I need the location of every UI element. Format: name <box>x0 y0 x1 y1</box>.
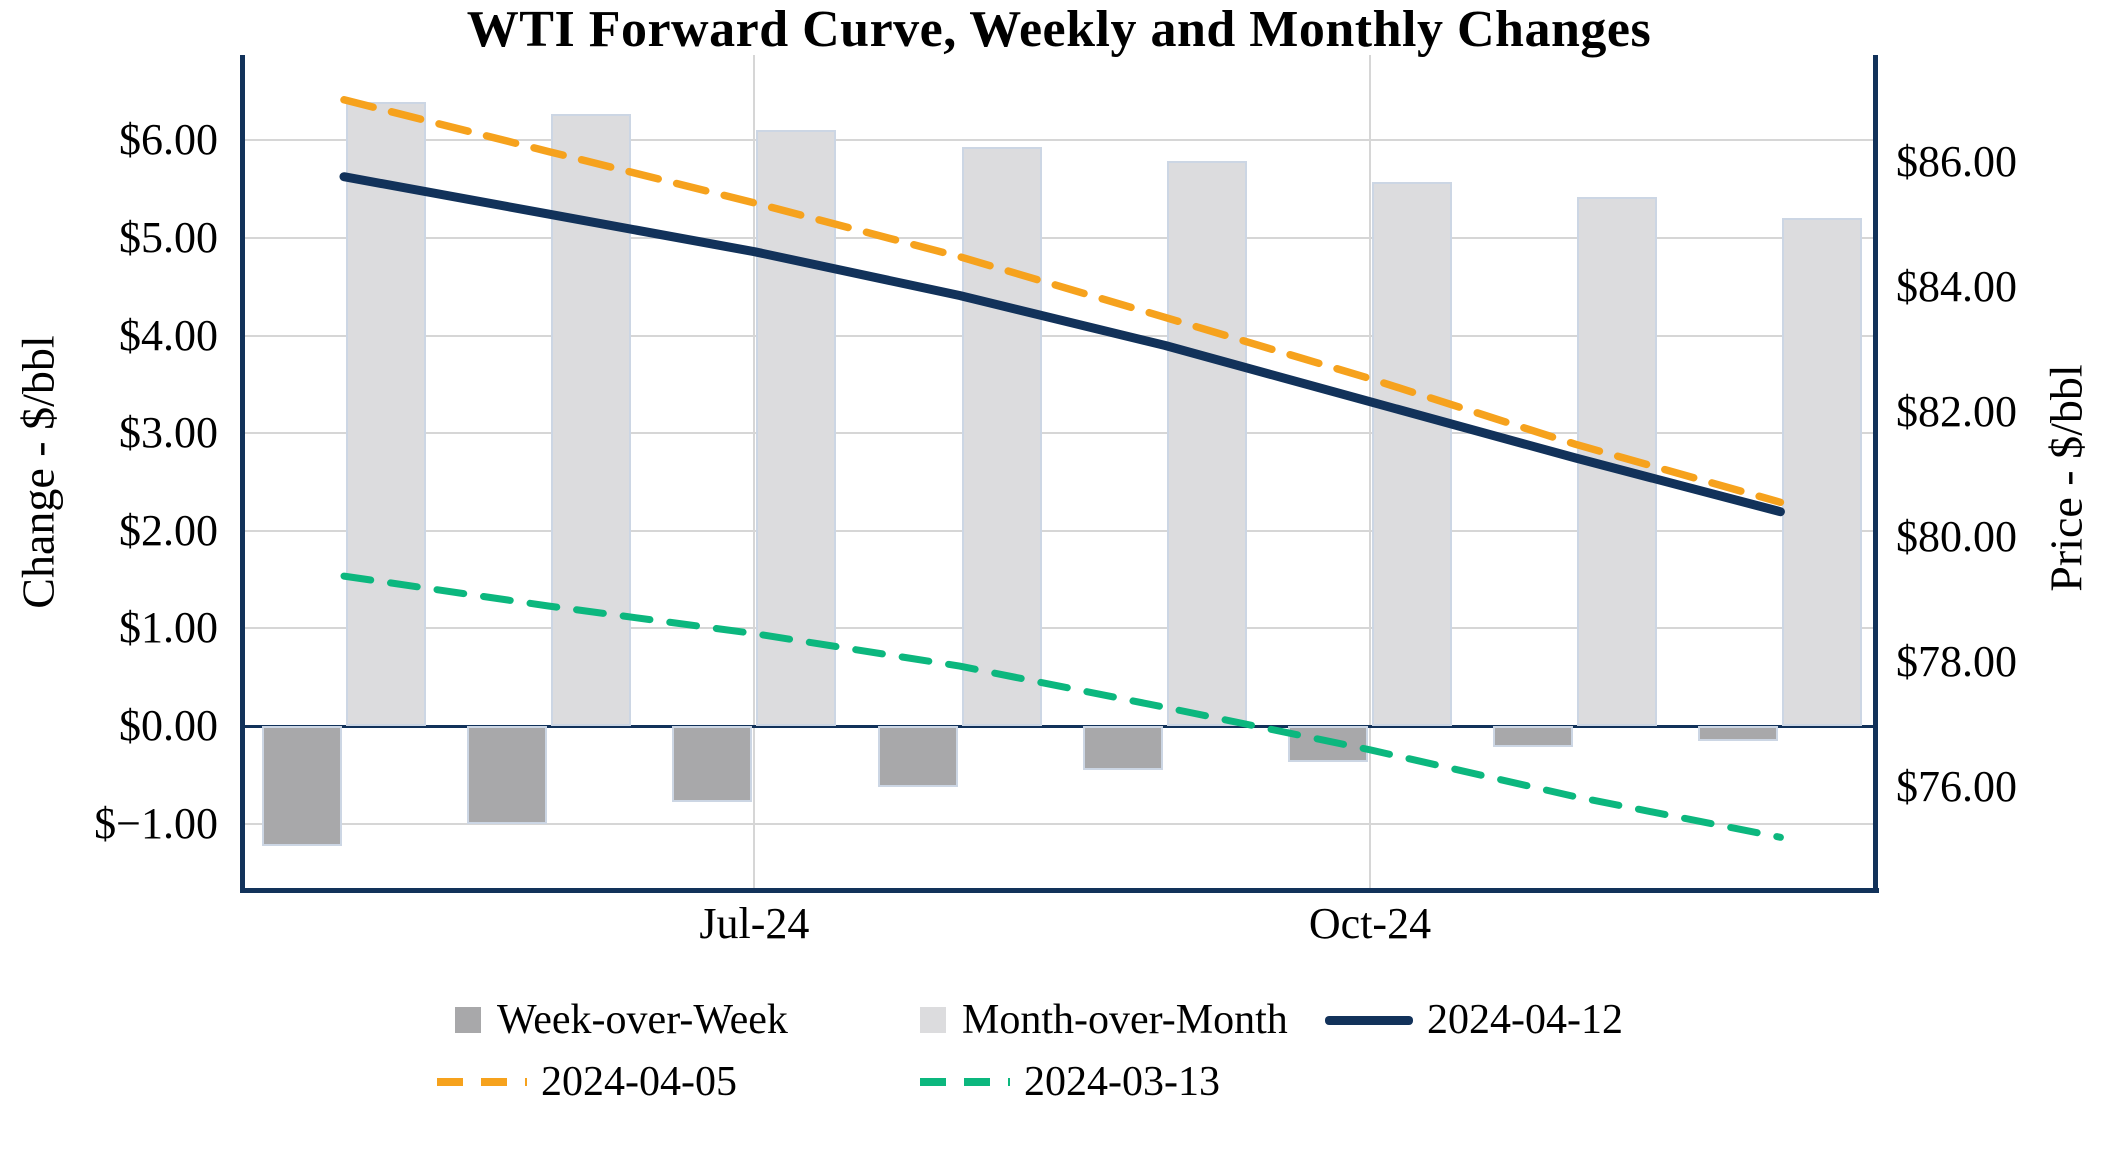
bar-month-over-month <box>961 147 1042 726</box>
line-2024-04-12 <box>339 172 1785 517</box>
orange-dashed-line-swatch-icon <box>437 1078 527 1086</box>
bar-month-over-month <box>1166 160 1247 726</box>
horizontal-gridline <box>242 822 1876 825</box>
right-axis-tick-label: $84.00 <box>1896 261 2017 311</box>
horizontal-gridline <box>242 627 1876 630</box>
bottom-axis-line <box>240 888 1879 893</box>
bar-week-over-week <box>1493 726 1574 748</box>
left-axis-tick-label: $2.00 <box>119 505 218 555</box>
left-axis-tick-label: $5.00 <box>119 213 218 262</box>
zero-baseline <box>242 724 1876 728</box>
legend-item-2024-03-13: 2024-03-13 <box>920 1056 1220 1108</box>
chart-title: WTI Forward Curve, Weekly and Monthly Ch… <box>466 1 1652 58</box>
bar-month-over-month <box>1372 182 1452 726</box>
line-2024-03-13 <box>340 572 1784 841</box>
right-axis-line <box>1873 55 1878 893</box>
week-over-week-swatch-icon <box>455 1007 481 1033</box>
plot-area <box>240 55 1879 893</box>
vertical-gridline <box>1369 55 1371 888</box>
legend-item-month-over-month: Month-over-Month <box>920 994 1288 1046</box>
bar-week-over-week <box>1082 726 1163 770</box>
legend-label: 2024-03-13 <box>1024 1059 1220 1105</box>
green-dashed-line-swatch-icon <box>920 1078 1010 1086</box>
bar-month-over-month <box>1782 217 1863 726</box>
month-over-month-swatch-icon <box>920 1007 946 1033</box>
right-axis-tick-label: $82.00 <box>1896 386 2017 436</box>
vertical-gridline <box>753 55 756 888</box>
legend-item-2024-04-05: 2024-04-05 <box>437 1056 737 1108</box>
left-axis-tick-label: $0.00 <box>119 701 218 750</box>
left-axis-tick-label: $1.00 <box>119 603 218 653</box>
line-2024-04-05 <box>340 96 1785 507</box>
legend-label: 2024-04-05 <box>541 1059 737 1105</box>
horizontal-gridline <box>242 139 1876 142</box>
right-axis-tick-label: $76.00 <box>1896 761 2017 811</box>
x-axis-tick-label: Oct-24 <box>1308 899 1432 948</box>
bar-week-over-week <box>467 726 548 824</box>
right-axis-tick-label: $78.00 <box>1896 636 2017 686</box>
left-axis-tick-label: $4.00 <box>119 310 218 360</box>
horizontal-gridline <box>242 334 1876 337</box>
horizontal-gridline <box>242 529 1876 532</box>
legend-item-2024-04-12: 2024-04-12 <box>1325 994 1623 1046</box>
line-series <box>339 96 1785 841</box>
legend-label: Month-over-Month <box>962 997 1288 1043</box>
legend-item-week-over-week: Week-over-Week <box>455 994 788 1046</box>
horizontal-gridline <box>242 237 1876 239</box>
solid-line-swatch-icon <box>1325 1015 1413 1025</box>
left-axis-line <box>240 55 245 893</box>
left-axis-title: Change - $/bbl <box>12 335 64 609</box>
bar-week-over-week <box>262 726 342 847</box>
bar-week-over-week <box>877 726 958 787</box>
right-axis-tick-label: $86.00 <box>1896 136 2017 186</box>
left-axis-tick-label: $6.00 <box>119 115 218 165</box>
horizontal-gridline <box>242 432 1876 435</box>
bar-month-over-month <box>756 129 837 726</box>
x-axis-tick-label: Jul-24 <box>699 899 810 948</box>
bar-week-over-week <box>672 726 753 803</box>
legend-label: 2024-04-12 <box>1427 997 1623 1043</box>
left-axis-tick-label: $−1.00 <box>94 798 218 848</box>
legend-label: Week-over-Week <box>497 997 788 1043</box>
left-axis-tick-label: $3.00 <box>119 408 218 458</box>
bar-week-over-week <box>1698 726 1779 741</box>
bar-month-over-month <box>346 102 426 726</box>
right-axis-tick-label: $80.00 <box>1896 511 2017 561</box>
